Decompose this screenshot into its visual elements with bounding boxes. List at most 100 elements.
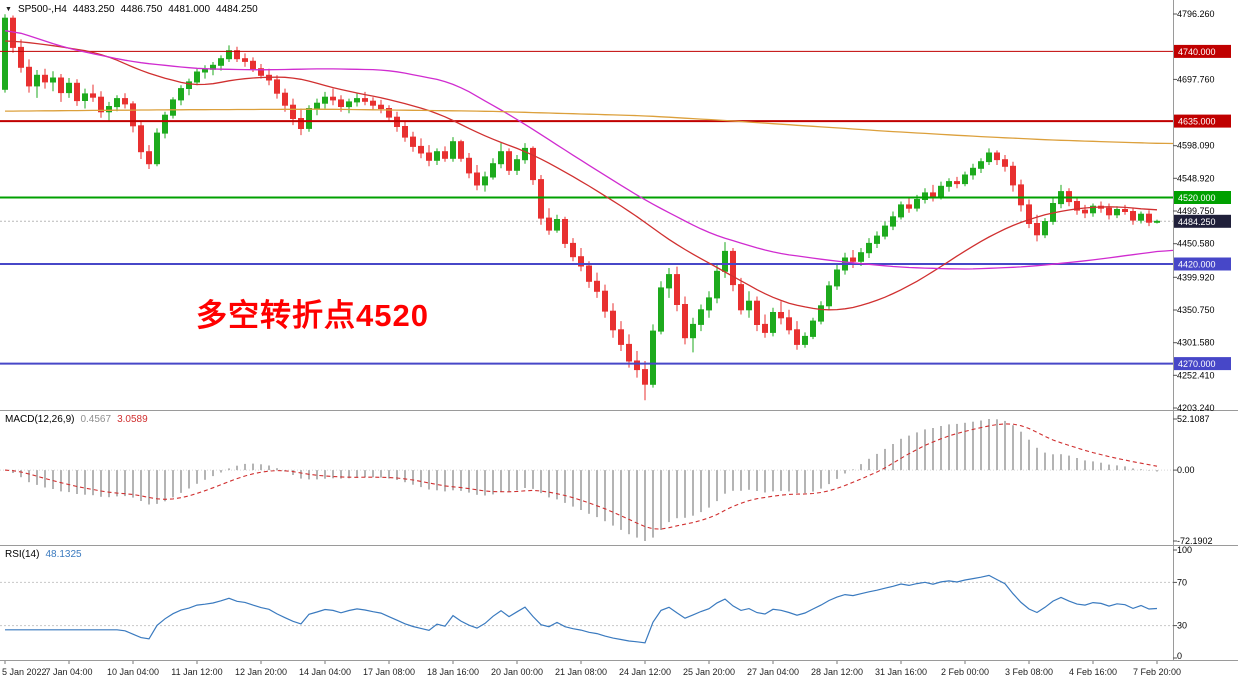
candle bbox=[82, 93, 88, 102]
rsi-name: RSI(14) bbox=[5, 549, 40, 560]
candle bbox=[714, 270, 720, 299]
candle bbox=[834, 269, 840, 287]
candle bbox=[706, 297, 712, 311]
candle bbox=[322, 96, 328, 104]
price-badge-4520.000-label: 4520.000 bbox=[1178, 193, 1216, 203]
candle bbox=[314, 102, 320, 109]
candle bbox=[426, 152, 432, 161]
candle bbox=[666, 274, 672, 289]
macd-signal-value: 3.0589 bbox=[117, 414, 148, 425]
candle bbox=[18, 46, 24, 68]
candle bbox=[738, 284, 744, 311]
candle bbox=[570, 242, 576, 258]
candle bbox=[186, 81, 192, 90]
ohlc-close-value: 4484.250 bbox=[216, 4, 258, 15]
candle bbox=[914, 199, 920, 209]
time-label-13: 28 Jan 12:00 bbox=[811, 667, 863, 677]
candle bbox=[306, 108, 312, 129]
candle bbox=[170, 99, 176, 116]
candle bbox=[402, 126, 408, 138]
time-label-17: 4 Feb 16:00 bbox=[1069, 667, 1117, 677]
symbol-timeframe-label: SP500-,H4 bbox=[17, 4, 67, 15]
candle bbox=[386, 108, 392, 118]
candle bbox=[354, 98, 360, 103]
candle bbox=[634, 360, 640, 371]
candle bbox=[2, 17, 8, 90]
candle bbox=[234, 50, 240, 60]
time-axis-area[interactable] bbox=[0, 661, 1238, 686]
macd-tick-0.00: 0.00 bbox=[1177, 465, 1195, 475]
candle bbox=[74, 82, 80, 102]
price-badge-4635.000-label: 4635.000 bbox=[1178, 117, 1216, 127]
candle bbox=[642, 369, 648, 385]
candle bbox=[1074, 201, 1080, 211]
candle bbox=[130, 103, 136, 127]
macd-tick-52.1087: 52.1087 bbox=[1177, 414, 1210, 424]
candle bbox=[578, 256, 584, 267]
candle bbox=[466, 157, 472, 174]
time-label-0: 5 Jan 2022 bbox=[2, 667, 47, 677]
price-tick-4399.920: 4399.920 bbox=[1177, 272, 1215, 282]
candle bbox=[730, 250, 736, 286]
candle bbox=[146, 151, 152, 165]
price-badge-4635.000 bbox=[1174, 114, 1231, 128]
time-label-18: 7 Feb 20:00 bbox=[1133, 667, 1181, 677]
candle bbox=[490, 163, 496, 178]
price-tick-4796.260: 4796.260 bbox=[1177, 9, 1215, 19]
time-label-11: 25 Jan 20:00 bbox=[683, 667, 735, 677]
candle bbox=[754, 300, 760, 326]
time-label-10: 24 Jan 12:00 bbox=[619, 667, 671, 677]
overlay-ma-slow-orange bbox=[5, 108, 1174, 145]
candle bbox=[522, 147, 528, 161]
candle bbox=[90, 93, 96, 98]
price-badge-4420.000-label: 4420.000 bbox=[1178, 260, 1216, 270]
candle bbox=[1130, 211, 1136, 221]
candle bbox=[538, 179, 544, 219]
rsi-value: 48.1325 bbox=[45, 549, 82, 560]
candle bbox=[906, 204, 912, 209]
time-label-7: 18 Jan 16:00 bbox=[427, 667, 479, 677]
candle bbox=[922, 192, 928, 200]
current-price-badge bbox=[1174, 214, 1231, 228]
candle bbox=[938, 185, 944, 198]
candle bbox=[1146, 213, 1152, 223]
candle bbox=[50, 77, 56, 83]
candle bbox=[586, 265, 592, 282]
overlay-ma-fast-red bbox=[4, 40, 1158, 311]
candle bbox=[1090, 205, 1096, 214]
macd-indicator-label: MACD(12,26,9) 0.4567 3.0589 bbox=[5, 414, 148, 425]
candle bbox=[794, 329, 800, 345]
candle bbox=[474, 172, 480, 186]
candle bbox=[1042, 221, 1048, 236]
price-tick-4598.090: 4598.090 bbox=[1177, 141, 1215, 151]
rsi-tick-70: 70 bbox=[1177, 577, 1187, 587]
candle bbox=[202, 68, 208, 73]
price-tick-4697.760: 4697.760 bbox=[1177, 74, 1215, 84]
ohlc-low-value: 4481.000 bbox=[168, 4, 211, 15]
candle bbox=[986, 152, 992, 163]
annotation-text-object[interactable]: 多空转折点4520 bbox=[196, 298, 429, 333]
ohlc-open-value: 4483.250 bbox=[72, 4, 115, 15]
ohlc-high-value: 4486.750 bbox=[120, 4, 163, 15]
candle bbox=[954, 181, 960, 185]
candle bbox=[762, 323, 768, 333]
candle bbox=[434, 151, 440, 161]
rsi-tick-0: 0 bbox=[1177, 651, 1182, 661]
candle bbox=[154, 132, 160, 165]
candle bbox=[602, 290, 608, 312]
price-axis-area[interactable] bbox=[1174, 0, 1238, 660]
candle bbox=[810, 320, 816, 337]
symbol-dropdown-icon[interactable]: ▼ bbox=[5, 6, 12, 13]
candle bbox=[786, 317, 792, 331]
candle bbox=[658, 287, 664, 332]
time-label-16: 3 Feb 08:00 bbox=[1005, 667, 1053, 677]
candle bbox=[674, 274, 680, 306]
price-badge-4740.000-label: 4740.000 bbox=[1178, 47, 1216, 57]
candle bbox=[226, 50, 232, 60]
price-tick-4203.240: 4203.240 bbox=[1177, 403, 1215, 413]
candle bbox=[498, 151, 504, 165]
time-label-12: 27 Jan 04:00 bbox=[747, 667, 799, 677]
price-tick-4499.750: 4499.750 bbox=[1177, 206, 1215, 216]
